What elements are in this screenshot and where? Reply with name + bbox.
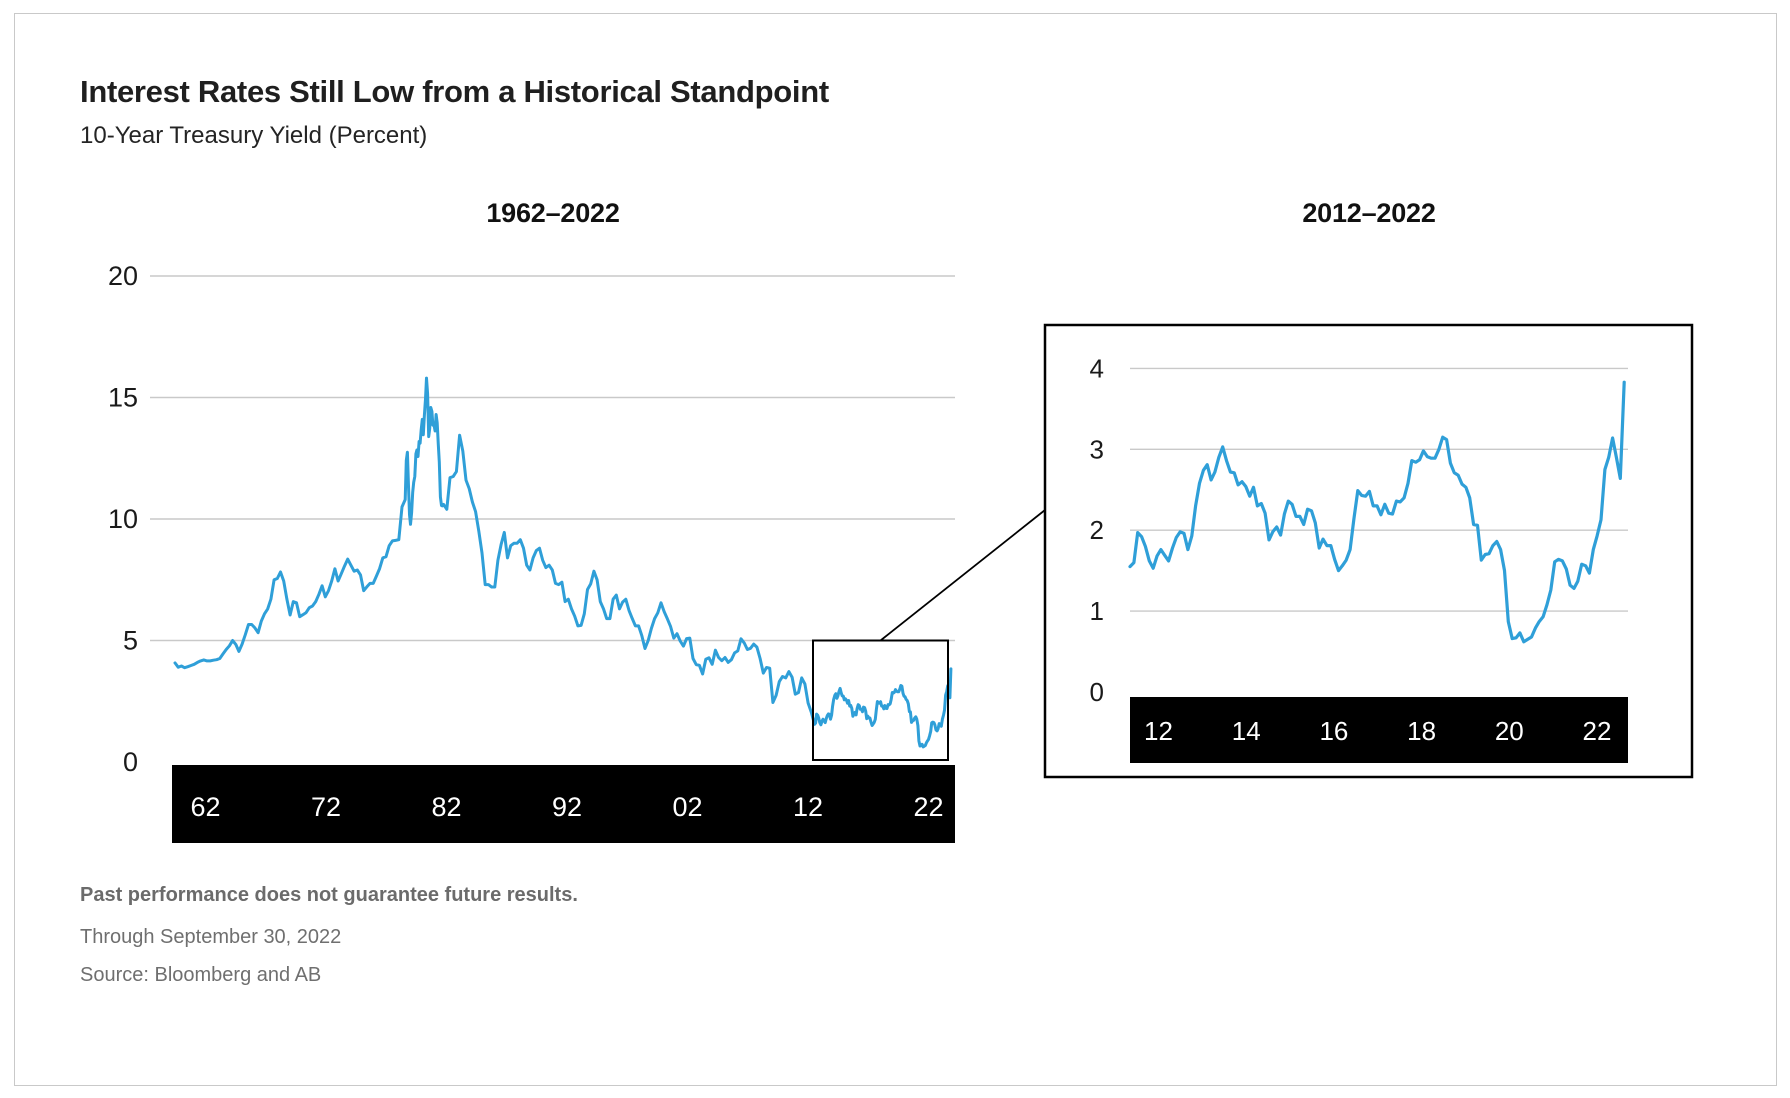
y-axis-tick-label: 5 xyxy=(123,626,138,656)
page-title: Interest Rates Still Low from a Historic… xyxy=(80,74,829,109)
x-axis-tick-label: 12 xyxy=(1144,716,1173,746)
x-axis-tick-label: 72 xyxy=(311,792,341,822)
zoom-connector-line xyxy=(879,509,1046,642)
x-axis-tick-label: 92 xyxy=(552,792,582,822)
y-axis-tick-label: 20 xyxy=(108,261,138,291)
right-chart-title: 2012–2022 xyxy=(1302,198,1436,228)
y-axis-tick-label: 10 xyxy=(108,504,138,534)
data-through-date: Through September 30, 2022 xyxy=(80,926,342,948)
page-subtitle: 10-Year Treasury Yield (Percent) xyxy=(80,122,428,149)
y-axis-tick-label: 15 xyxy=(108,383,138,413)
left-chart-title: 1962–2022 xyxy=(486,198,620,228)
x-axis-tick-label: 22 xyxy=(913,792,943,822)
yield-line xyxy=(173,376,953,749)
y-axis-tick-label: 1 xyxy=(1090,596,1104,626)
x-axis-tick-label: 12 xyxy=(793,792,823,822)
x-axis-band xyxy=(172,765,955,843)
x-axis-tick-label: 16 xyxy=(1319,716,1348,746)
x-axis-tick-label: 22 xyxy=(1583,716,1612,746)
x-axis-tick-label: 20 xyxy=(1495,716,1524,746)
x-axis-tick-label: 62 xyxy=(190,792,220,822)
y-axis-tick-label: 2 xyxy=(1090,515,1104,545)
x-axis-tick-label: 18 xyxy=(1407,716,1436,746)
x-axis-tick-label: 82 xyxy=(431,792,461,822)
x-axis-tick-label: 14 xyxy=(1232,716,1261,746)
performance-disclaimer: Past performance does not guarantee futu… xyxy=(80,884,578,906)
y-axis-tick-label: 3 xyxy=(1090,434,1104,464)
y-axis-tick-label: 0 xyxy=(123,747,138,777)
y-axis-tick-label: 4 xyxy=(1090,353,1104,383)
yield-line xyxy=(1128,380,1626,644)
x-axis-band xyxy=(1130,697,1628,763)
y-axis-tick-label: 0 xyxy=(1090,677,1104,707)
data-source: Source: Bloomberg and AB xyxy=(80,964,322,986)
x-axis-tick-label: 02 xyxy=(672,792,702,822)
